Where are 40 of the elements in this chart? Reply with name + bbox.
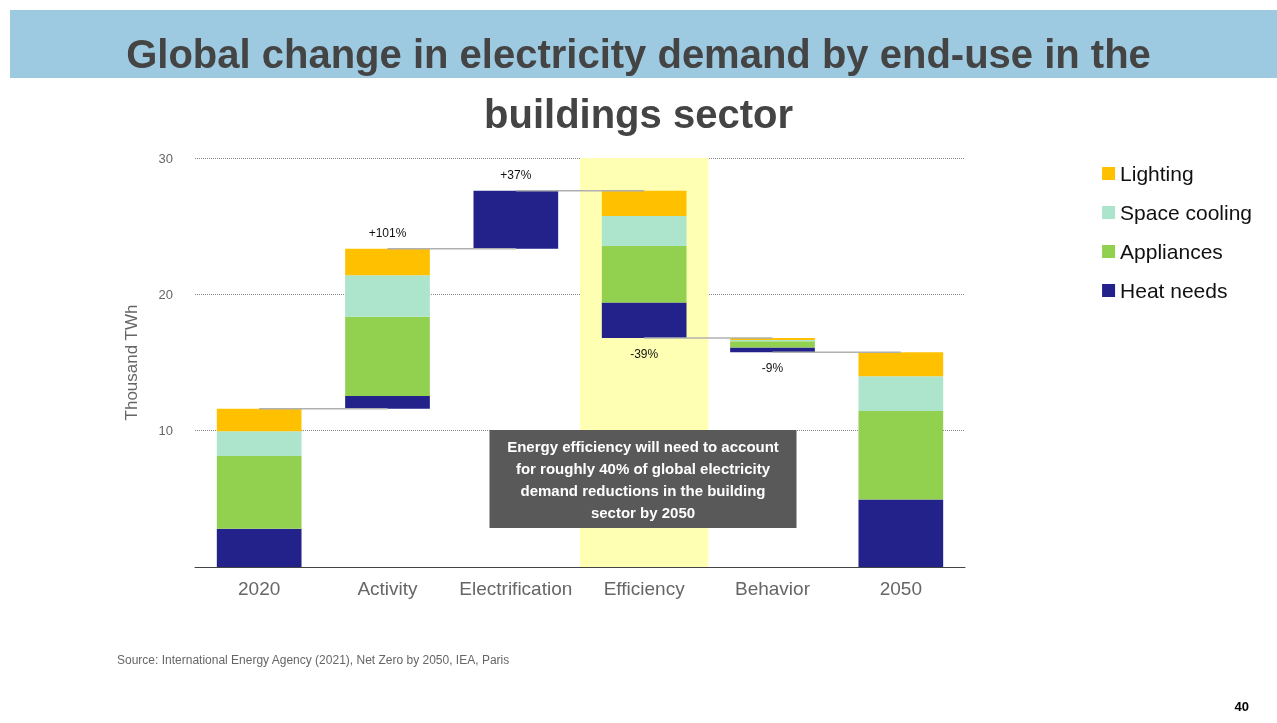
legend-label: Space cooling: [1120, 201, 1253, 224]
annotation: +37%: [500, 167, 532, 182]
bar: [601, 245, 687, 303]
legend-label: Appliances: [1120, 240, 1223, 263]
bar: [216, 431, 302, 456]
annotation: +101%: [368, 225, 407, 240]
bar: [216, 455, 302, 529]
x-tick-label: 2050: [879, 578, 922, 599]
bar: [345, 275, 430, 317]
x-tick-label: Activity: [357, 578, 419, 599]
annotation: -9%: [761, 361, 784, 376]
chart-title: Global change in electricity demand by end-use in the buildings sector: [126, 32, 1151, 136]
bar: [345, 316, 430, 396]
bar: [858, 499, 944, 567]
y-tick-label: 30: [158, 150, 173, 166]
x-tick-label: Efficiency: [603, 578, 686, 599]
bar: [345, 248, 430, 276]
bar: [473, 190, 559, 249]
bar: [858, 352, 944, 377]
source-note: Source: International Energy Agency (2021), Net Zero by 2050, IEA, Paris: [117, 653, 510, 667]
y-axis-title: Thousand TWh: [122, 304, 141, 421]
annotation: Energy efficiency will need to account for roughly 40% of global electricity demand reductions in the building sector by 2050: [507, 437, 779, 521]
annotation: -39%: [630, 346, 659, 361]
y-tick-label: 10: [158, 423, 173, 439]
x-tick-label: Behavior: [735, 578, 811, 599]
bar: [858, 376, 944, 411]
bar: [601, 302, 687, 338]
text: 40: [1234, 699, 1250, 714]
bar: [601, 215, 687, 246]
legend-label: Heat needs: [1120, 279, 1228, 302]
y-tick-label: 20: [158, 286, 173, 302]
legend-label: Lighting: [1120, 162, 1194, 185]
bar: [601, 190, 687, 216]
x-tick-label: 2020: [238, 578, 281, 599]
x-tick-label: Electrification: [459, 578, 573, 599]
bar: [858, 410, 944, 500]
bar: [216, 528, 302, 567]
bar: [216, 408, 302, 432]
bar: [345, 395, 430, 409]
bar: [730, 341, 815, 348]
